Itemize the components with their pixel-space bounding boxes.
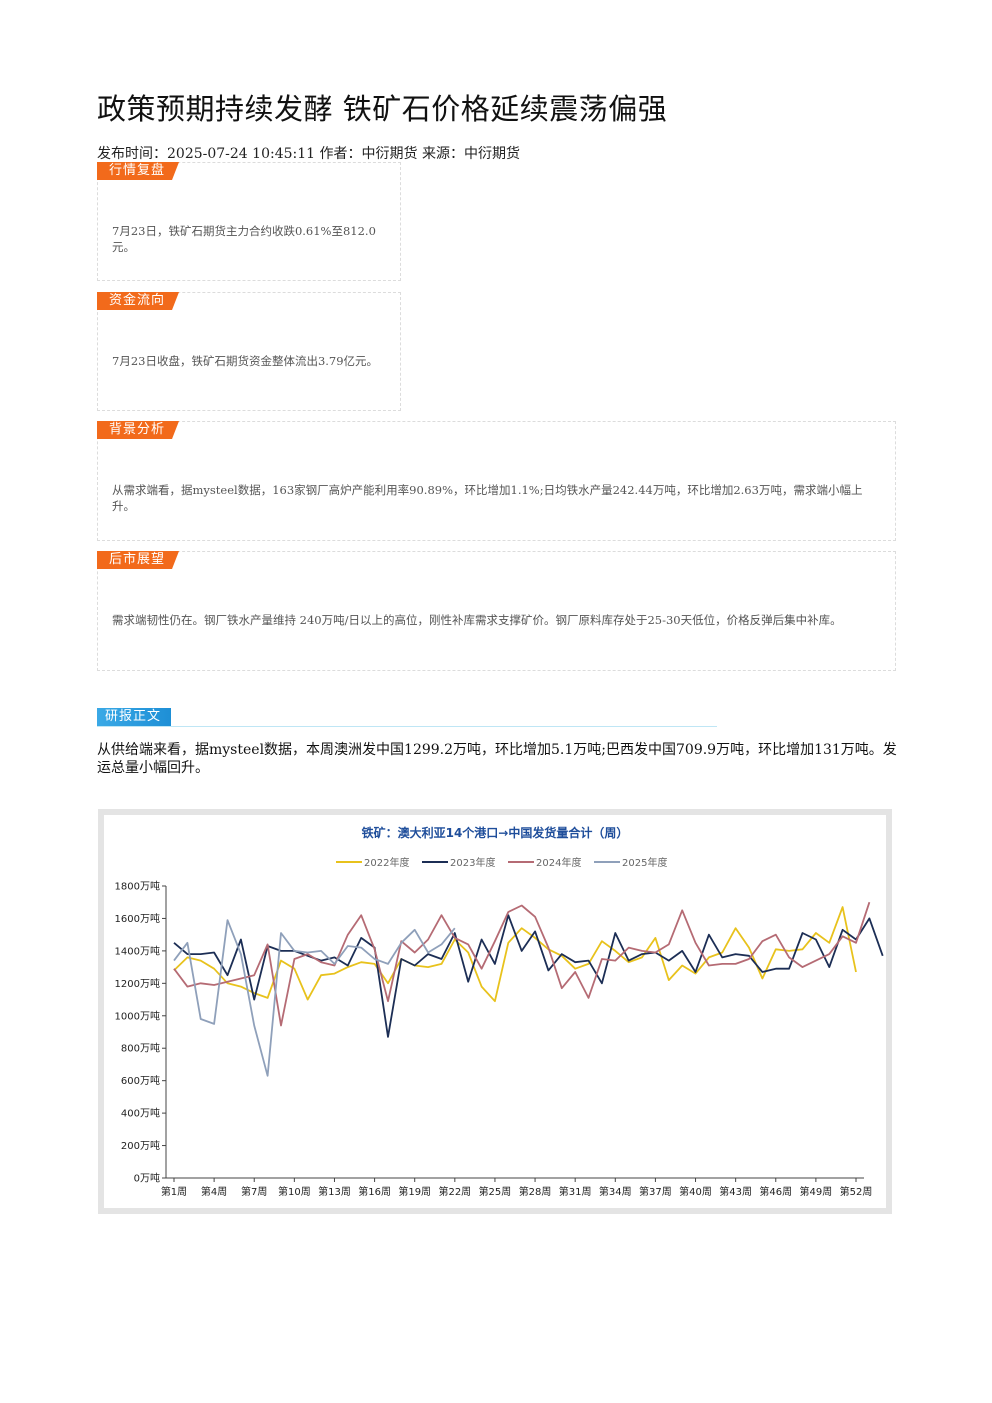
- chart-series: [173, 901, 884, 1077]
- article-title: 政策预期持续发酵 铁矿石价格延续震荡偏强: [97, 92, 668, 126]
- section-tag: 行情复盘: [97, 162, 179, 180]
- shipment-line-chart: 铁矿：澳大利亚14个港口→中国发货量合计（周） 2022年度 2023年度 2024…: [115, 825, 884, 1199]
- y-tick-label: 600万吨: [121, 1074, 160, 1087]
- x-tick-label: 第1周: [161, 1185, 187, 1198]
- x-tick-label: 第31周: [559, 1185, 592, 1198]
- x-tick-label: 第16周: [358, 1185, 391, 1198]
- x-tick-label: 第43周: [719, 1185, 752, 1198]
- section-market-review: 行情复盘 7月23日，铁矿石期货主力合约收跌0.61%至812.0元。: [97, 162, 401, 281]
- chart-legend: 2022年度 2023年度 2024年度 2025年度: [336, 856, 667, 869]
- y-tick-label: 1400万吨: [115, 944, 160, 957]
- y-tick-label: 1200万吨: [115, 977, 160, 990]
- section-text: 7月23日，铁矿石期货主力合约收跌0.61%至812.0元。: [112, 224, 376, 254]
- x-tick-label: 第22周: [438, 1185, 471, 1198]
- section-background: 背景分析 从需求端看，据mysteel数据，163家钢厂高炉产能利用率90.89…: [97, 421, 896, 541]
- series-line: [173, 914, 884, 1038]
- legend-label: 2022年度: [364, 856, 409, 869]
- x-tick-label: 第19周: [398, 1185, 431, 1198]
- x-tick-label: 第28周: [519, 1185, 552, 1198]
- report-tag: 研报正文: [97, 708, 172, 726]
- section-text: 7月23日收盘，铁矿石期货资金整体流出3.79亿元。: [112, 354, 379, 368]
- section-text: 需求端韧性仍在。钢厂铁水产量维持 240万吨/日以上的高位，刚性补库需求支撑矿价…: [112, 613, 842, 627]
- legend-label: 2025年度: [622, 856, 667, 869]
- x-tick-label: 第25周: [479, 1185, 512, 1198]
- y-tick-label: 200万吨: [121, 1139, 160, 1152]
- x-tick-label: 第52周: [840, 1185, 873, 1198]
- x-tick-label: 第49周: [800, 1185, 833, 1198]
- x-tick-label: 第37周: [639, 1185, 672, 1198]
- x-tick-label: 第4周: [201, 1185, 227, 1198]
- section-text: 从需求端看，据mysteel数据，163家钢厂高炉产能利用率90.89%，环比增…: [112, 483, 863, 513]
- section-tag: 资金流向: [97, 292, 179, 310]
- y-tick-label: 400万吨: [121, 1107, 160, 1120]
- x-tick-label: 第7周: [241, 1185, 267, 1198]
- y-tick-label: 1600万吨: [115, 912, 160, 925]
- x-tick-label: 第46周: [759, 1185, 792, 1198]
- chart-panel: 铁矿：澳大利亚14个港口→中国发货量合计（周） 2022年度 2023年度 2024…: [104, 815, 886, 1208]
- report-header: 研报正文: [97, 708, 717, 727]
- legend-label: 2024年度: [536, 856, 581, 869]
- section-outlook: 后市展望 需求端韧性仍在。钢厂铁水产量维持 240万吨/日以上的高位，刚性补库需…: [97, 551, 896, 671]
- y-tick-label: 0万吨: [134, 1172, 160, 1185]
- chart-title: 铁矿：澳大利亚14个港口→中国发货量合计（周）: [362, 825, 629, 840]
- section-fund-flow: 资金流向 7月23日收盘，铁矿石期货资金整体流出3.79亿元。: [97, 292, 401, 411]
- x-tick-label: 第13周: [318, 1185, 351, 1198]
- series-line: [173, 901, 871, 1027]
- y-tick-label: 1000万吨: [115, 1009, 160, 1022]
- y-tick-label: 800万吨: [121, 1042, 160, 1055]
- chart-axes: 0万吨 200万吨 400万吨 600万吨 800万吨 1000万吨 1200万吨 1400万…: [115, 880, 873, 1199]
- section-tag: 后市展望: [97, 551, 179, 569]
- series-line: [173, 919, 456, 1077]
- article-meta: 发布时间：2025-07-24 10:45:11 作者：中衍期货 来源：中衍期货: [97, 146, 520, 162]
- section-tag: 背景分析: [97, 421, 179, 439]
- x-tick-label: 第34周: [599, 1185, 632, 1198]
- legend-label: 2023年度: [450, 856, 495, 869]
- chart-frame: 铁矿：澳大利亚14个港口→中国发货量合计（周） 2022年度 2023年度 2024…: [98, 809, 892, 1214]
- report-body-text: 从供给端来看，据mysteel数据，本周澳洲发中国1299.2万吨，环比增加5.…: [97, 742, 897, 776]
- x-tick-label: 第10周: [278, 1185, 311, 1198]
- y-tick-label: 1800万吨: [115, 880, 160, 893]
- x-tick-label: 第40周: [679, 1185, 712, 1198]
